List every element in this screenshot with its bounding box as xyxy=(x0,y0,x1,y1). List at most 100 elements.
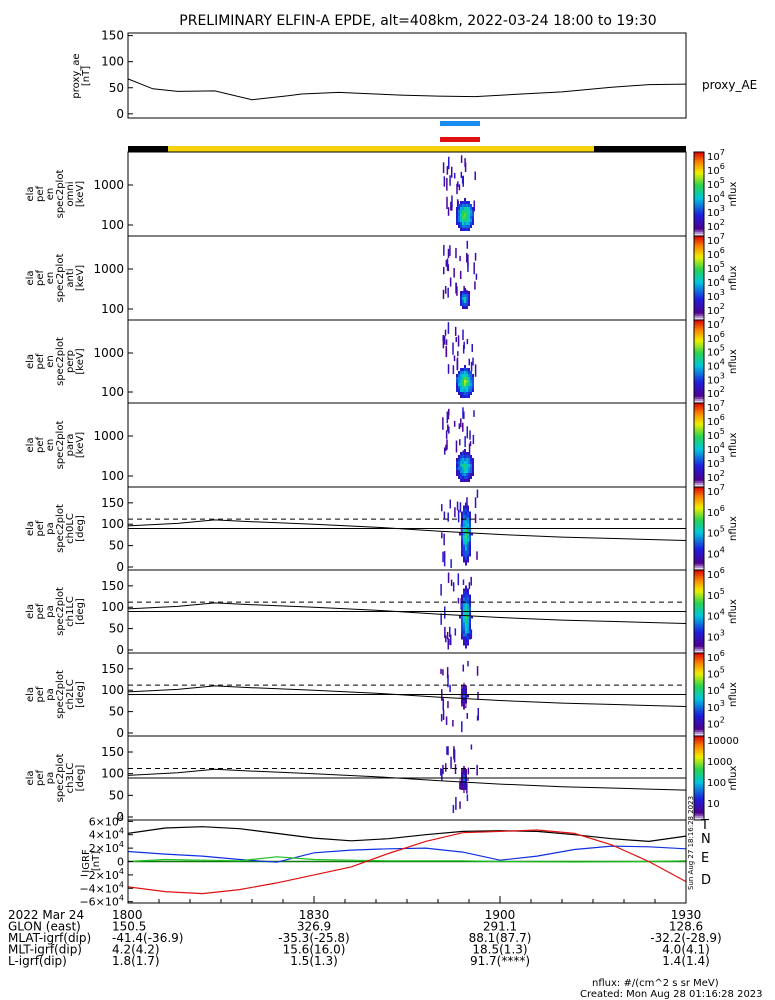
spectrogram-cell xyxy=(462,476,464,479)
colorbar-cell xyxy=(694,733,704,737)
colorbar-cell xyxy=(694,183,704,187)
pitch-panel-y-label-line: pa xyxy=(45,605,56,617)
spectrogram-cell xyxy=(468,455,470,458)
spectrogram-cell xyxy=(465,541,467,545)
loss-cone-curve xyxy=(127,519,687,541)
spectrogram-streak xyxy=(477,691,479,700)
igrf-y-label: IGRF [nT] xyxy=(81,849,102,873)
spectrogram-cell xyxy=(464,380,466,383)
spectrogram-cell xyxy=(464,213,466,216)
colorbar-cell xyxy=(694,217,704,220)
spectrogram-cell xyxy=(468,389,470,392)
colorbar-cell xyxy=(694,663,704,667)
colorbar-cell xyxy=(694,489,704,492)
pitch-tick-label: 0 xyxy=(116,643,124,657)
colorbar-cell xyxy=(694,478,704,482)
colorbar-cell xyxy=(694,640,704,644)
spectrogram-cell xyxy=(465,559,467,563)
colorbar-cell xyxy=(694,623,704,627)
spectrogram-cell xyxy=(463,514,465,518)
spectrogram-cell xyxy=(464,479,466,482)
colorbar-cell xyxy=(694,223,704,227)
colorbar-cell xyxy=(694,582,704,586)
spectrogram-cell xyxy=(465,691,467,695)
spectrogram-streak xyxy=(443,176,446,187)
energy-panel-y-label-line: [keV] xyxy=(75,265,86,291)
colorbar-cell xyxy=(694,373,704,377)
spectrogram-streak xyxy=(446,746,448,755)
spectrogram-cell xyxy=(463,606,465,610)
colorbar-cell xyxy=(694,466,704,469)
spectrogram-streak xyxy=(456,359,459,371)
marker-red xyxy=(440,137,480,142)
colorbar-cell xyxy=(694,472,704,475)
pitch-tick-label: 150 xyxy=(101,745,124,759)
spectrogram-cell xyxy=(463,694,465,698)
colorbar-cell xyxy=(694,592,704,596)
colorbar-cell xyxy=(694,407,704,410)
spectrogram-streak xyxy=(474,171,476,181)
spectrogram-cell xyxy=(468,470,470,473)
colorbar-cell xyxy=(694,594,704,598)
colorbar-cell xyxy=(694,493,704,496)
spectrogram-cell xyxy=(462,383,464,386)
energy-panel-y-label: ela pef en spec2plot perp [keV] xyxy=(25,337,86,386)
spectrogram-streak xyxy=(445,716,448,725)
spectrogram-cell xyxy=(468,204,470,207)
spectrogram-cell xyxy=(470,374,472,377)
colorbar-cell xyxy=(694,208,704,212)
spectrogram-cell xyxy=(464,219,466,222)
spectrogram-cell xyxy=(467,597,469,601)
colorbar-cell xyxy=(694,555,704,559)
loss-cone-curve xyxy=(127,602,687,624)
spectrogram-cell xyxy=(460,294,462,297)
spectrogram-cell xyxy=(463,706,465,710)
pitch-panel-y-label-line: pef xyxy=(35,520,46,537)
energy-panel-y-label-line: ela xyxy=(25,270,36,285)
spectrogram-cell xyxy=(469,553,471,557)
spectrogram-cell xyxy=(469,547,471,551)
spectrogram-streak xyxy=(469,430,471,440)
interval-markers xyxy=(440,121,480,142)
pitch-panel-y-label-line: spec2plot xyxy=(55,587,66,636)
ephemeris-value: 128.6 xyxy=(669,920,703,934)
spectrogram-cell xyxy=(465,603,467,607)
spectrogram-cell xyxy=(463,778,465,781)
spectrogram-cell xyxy=(469,523,471,527)
spectrogram-cell xyxy=(466,371,468,374)
spectrogram-cell xyxy=(469,594,471,598)
colorbar-cell xyxy=(694,534,704,538)
spectrogram-cell xyxy=(466,207,468,210)
spectrogram-cell xyxy=(469,541,471,545)
colorbar-cell xyxy=(694,430,704,433)
colorbar-cell xyxy=(694,642,704,646)
colorbar-cell xyxy=(694,363,704,367)
colorbar-tick-label: 104 xyxy=(707,545,725,560)
colorbar-tick-label: 102 xyxy=(707,385,725,400)
spectrogram-cell xyxy=(460,228,462,231)
colorbar-cell xyxy=(694,309,704,313)
colorbar-cell xyxy=(694,273,704,277)
colorbar-cell xyxy=(694,721,704,725)
colorbar-cell xyxy=(694,332,704,336)
spectrogram-cell xyxy=(466,458,468,461)
spectrogram-streak xyxy=(445,635,447,643)
spectrogram-cell xyxy=(462,204,464,207)
spectrogram-cell xyxy=(463,691,465,695)
spectrogram-streak xyxy=(466,240,469,249)
spectrogram-cell xyxy=(460,464,462,467)
colorbar-cell xyxy=(694,759,704,762)
colorbar-cell xyxy=(694,181,704,185)
spectrogram-streak xyxy=(467,262,469,273)
spectrogram-cell xyxy=(467,505,469,509)
colorbar-cell xyxy=(694,613,704,617)
status-segment-black xyxy=(128,146,168,152)
colorbar-cell xyxy=(694,694,704,698)
spectrogram-cell xyxy=(460,291,462,294)
spectrogram-cell xyxy=(463,594,465,598)
spectrogram-streak xyxy=(446,439,448,450)
colorbar-cell xyxy=(694,238,704,241)
colorbar-cell xyxy=(694,744,704,748)
spectrogram-cell xyxy=(462,228,464,231)
spectrogram-cell xyxy=(460,222,462,225)
